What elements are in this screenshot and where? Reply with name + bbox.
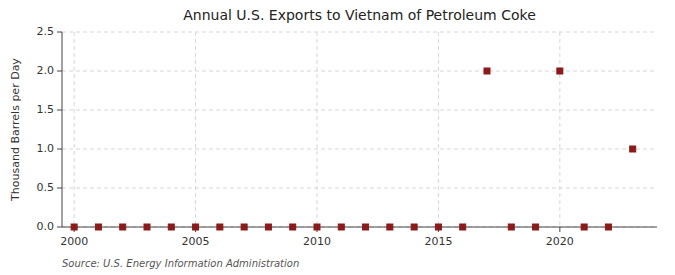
point: [533, 224, 539, 230]
point: [193, 224, 199, 230]
point: [168, 224, 174, 230]
source-note: Source: U.S. Energy Information Administ…: [62, 258, 299, 269]
x-grid-line: [74, 32, 75, 227]
point: [338, 224, 344, 230]
point: [557, 68, 563, 74]
y-tick: [57, 227, 62, 228]
grid: [62, 32, 657, 227]
y-grid-line: [62, 188, 657, 189]
y-grid-line: [62, 149, 657, 150]
y-tick-label: 2.5: [37, 25, 55, 38]
y-grid-line: [62, 110, 657, 111]
x-tick-label: 2005: [182, 235, 210, 248]
y-tick: [57, 149, 62, 150]
y-tick-label: 0.0: [37, 220, 55, 233]
point: [508, 224, 514, 230]
point: [363, 224, 369, 230]
y-axis-label: Thousand Barrels per Day: [9, 58, 22, 202]
point: [435, 224, 441, 230]
x-tick-label: 2015: [424, 235, 452, 248]
x-grid-line: [317, 32, 318, 227]
point: [120, 224, 126, 230]
point: [95, 224, 101, 230]
point: [411, 224, 417, 230]
axes: 0.0 0.5 1.0 1.5 2.0 2.5 2000 2005 2010 2015 2020: [37, 25, 658, 248]
point: [144, 224, 150, 230]
x-grid-line: [559, 32, 560, 227]
x-tick: [559, 227, 560, 232]
y-tick: [57, 71, 62, 72]
point: [217, 224, 223, 230]
y-grid-line: [62, 32, 657, 33]
x-tick-label: 2020: [546, 235, 574, 248]
y-tick-label: 1.5: [37, 103, 55, 116]
point: [387, 224, 393, 230]
point: [241, 224, 247, 230]
x-grid-line: [195, 32, 196, 227]
point: [265, 224, 271, 230]
point: [484, 68, 490, 74]
y-axis-line: [62, 32, 63, 227]
x-grid-line: [438, 32, 439, 227]
y-tick: [57, 110, 62, 111]
chart-container: 0.0 0.5 1.0 1.5 2.0 2.5 2000 2005 2010 2015 2020 An…: [0, 0, 675, 275]
y-tick: [57, 188, 62, 189]
points: [71, 68, 636, 230]
point: [314, 224, 320, 230]
y-grid-line: [62, 227, 657, 228]
point: [630, 146, 636, 152]
point: [581, 224, 587, 230]
y-grid-line: [62, 71, 657, 72]
y-tick-label: 2.0: [37, 64, 55, 77]
point: [71, 224, 77, 230]
y-tick-label: 0.5: [37, 181, 55, 194]
title: Annual U.S. Exports to Vietnam of Petrol…: [183, 7, 536, 23]
point: [460, 224, 466, 230]
y-tick-label: 1.0: [37, 142, 55, 155]
x-axis-line: [62, 227, 657, 228]
page: {"chart_data": {"type": "scatter", "titl…: [0, 0, 675, 275]
x-tick-label: 2010: [303, 235, 331, 248]
y-tick: [57, 32, 62, 33]
point: [605, 224, 611, 230]
x-tick-label: 2000: [60, 235, 88, 248]
point: [290, 224, 296, 230]
chart-svg: 0.0 0.5 1.0 1.5 2.0 2.5 2000 2005 2010 2015 2020 An…: [0, 0, 675, 275]
